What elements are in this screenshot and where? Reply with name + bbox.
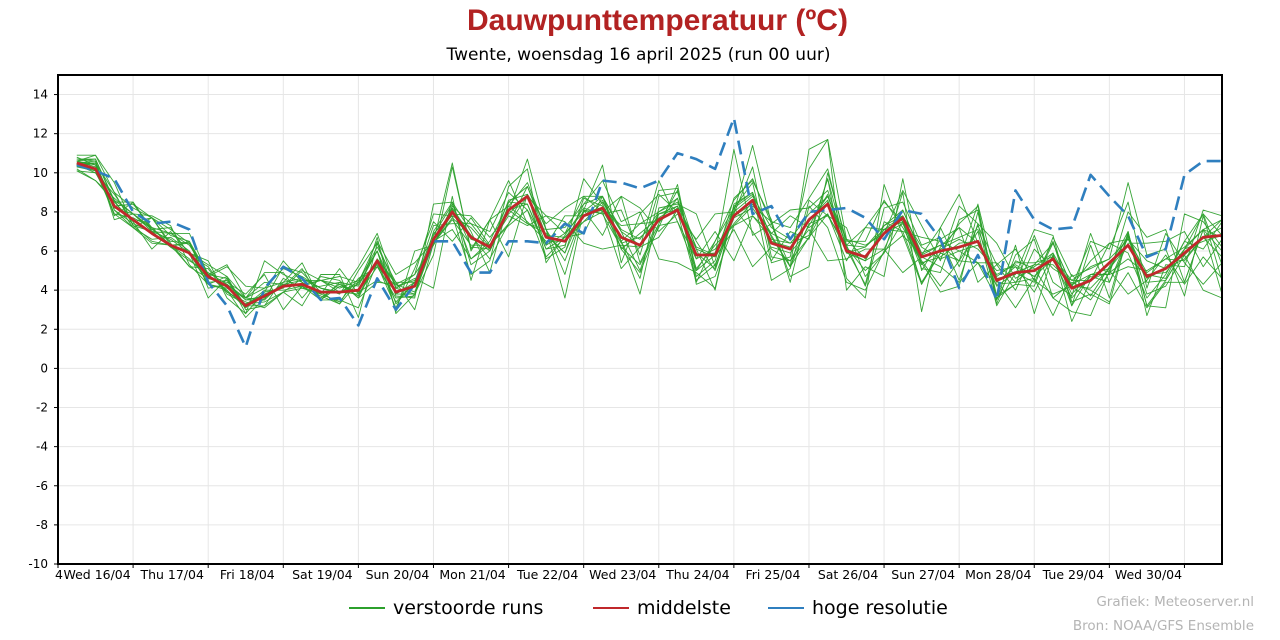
mean-line <box>76 161 1223 308</box>
y-tick-label: 4 <box>40 283 48 297</box>
legend-item-hires: hoge resolutie <box>768 594 948 622</box>
chart-title: Dauwpunttemperatuur (ºC) <box>467 4 848 37</box>
legend-swatch-hires <box>768 607 804 609</box>
y-tick-label: 2 <box>40 322 48 336</box>
credit-source: Bron: NOAA/GFS Ensemble <box>1072 618 1254 634</box>
ensemble-member-line <box>76 160 1223 307</box>
legend-item-mean: middelste <box>593 594 731 622</box>
x-tick-label: Fri 18/04 <box>220 567 275 582</box>
x-tick-label: Sun 27/04 <box>891 567 955 582</box>
ensemble-member-line <box>76 166 1223 311</box>
legend-label-mean: middelste <box>637 597 731 619</box>
hires-line-group <box>76 116 1222 349</box>
legend-label-hires: hoge resolutie <box>812 597 948 619</box>
y-tick-label: 6 <box>40 244 48 258</box>
mean-line-group <box>76 161 1223 308</box>
ensemble-member-line <box>76 156 1223 318</box>
legend-swatch-mean <box>593 607 629 609</box>
x-tick-label: Sat 26/04 <box>818 567 879 582</box>
chart-subtitle: Twente, woensdag 16 april 2025 (run 00 u… <box>446 45 831 65</box>
y-tick-label: -10 <box>28 557 48 571</box>
y-tick-label: 14 <box>33 88 48 102</box>
y-tick-labels: -10 -8 -6 -4 -2 0 2 4 6 8 10 12 14 <box>28 88 48 571</box>
y-tick-label: 10 <box>33 166 48 180</box>
ensemble-member-line <box>76 162 1223 301</box>
ensemble-member-line <box>76 158 1223 309</box>
x-tick-label: Sun 20/04 <box>366 567 430 582</box>
x-tick-label: Wed 30/04 <box>1115 567 1182 582</box>
x-tick-label: Tue 22/04 <box>516 567 578 582</box>
y-tick-label: 0 <box>40 361 48 375</box>
x-tick-label: Wed 23/04 <box>589 567 656 582</box>
x-tick-label: Wed 16/04 <box>63 567 130 582</box>
x-tick-label: 4 <box>55 567 63 582</box>
x-tick-label: Sat 19/04 <box>292 567 353 582</box>
x-tick-label: Fri 25/04 <box>746 567 801 582</box>
ensemble-member-line <box>76 164 1223 317</box>
ensemble-member-line <box>76 164 1223 317</box>
y-tick-label: -2 <box>36 401 48 415</box>
y-tick-label: -8 <box>36 518 48 532</box>
x-tick-labels: 4 Wed 16/04 Thu 17/04 Fri 18/04 Sat 19/04 Sun… <box>55 567 1182 582</box>
plot-frame <box>57 74 1223 565</box>
ensemble-member-line <box>76 154 1223 322</box>
ensemble-member-line <box>76 170 1223 318</box>
axes <box>54 74 1223 568</box>
x-tick-label: Mon 28/04 <box>965 567 1031 582</box>
x-tick-label: Thu 17/04 <box>139 567 204 582</box>
credit-graph: Grafiek: Meteoserver.nl <box>1096 594 1254 610</box>
x-tick-label: Tue 29/04 <box>1042 567 1104 582</box>
hires-line <box>76 116 1222 349</box>
x-tick-label: Thu 24/04 <box>665 567 730 582</box>
legend-item-ensemble: verstoorde runs <box>349 594 543 622</box>
y-tick-label: 12 <box>33 127 48 141</box>
y-tick-label: 8 <box>40 205 48 219</box>
x-tick-label: Mon 21/04 <box>439 567 505 582</box>
legend-swatch-ensemble <box>349 607 385 609</box>
y-tick-label: -4 <box>36 440 48 454</box>
y-tick-label: -6 <box>36 479 48 493</box>
legend-label-ensemble: verstoorde runs <box>393 597 544 619</box>
